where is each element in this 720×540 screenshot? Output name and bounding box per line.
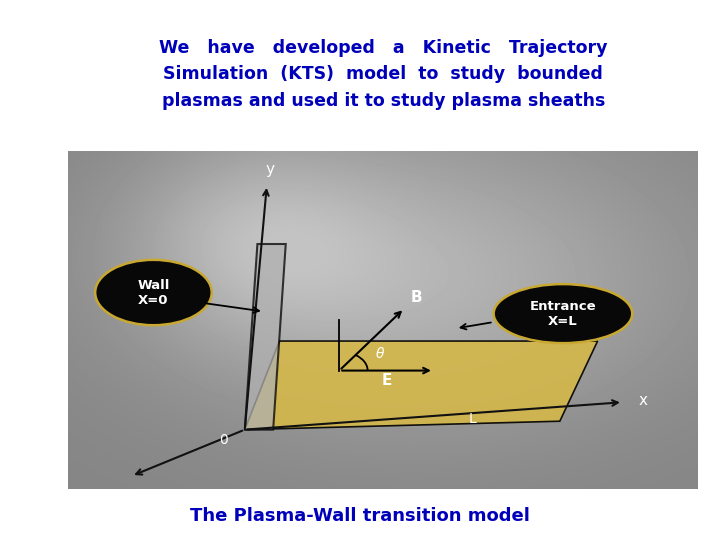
Text: y: y — [266, 163, 274, 178]
Text: 0: 0 — [220, 434, 228, 448]
Ellipse shape — [95, 260, 212, 325]
Polygon shape — [245, 341, 598, 430]
Text: θ: θ — [376, 347, 384, 361]
Text: L: L — [469, 413, 476, 426]
Text: Entrance
X=L: Entrance X=L — [530, 300, 596, 328]
Text: E: E — [382, 373, 392, 388]
Text: Wall
X=0: Wall X=0 — [138, 279, 170, 307]
Text: x: x — [639, 394, 647, 408]
Text: The Plasma-Wall transition model: The Plasma-Wall transition model — [190, 507, 530, 525]
Polygon shape — [245, 244, 286, 430]
Ellipse shape — [494, 284, 632, 343]
Text: B: B — [410, 290, 422, 305]
Text: We   have   developed   a   Kinetic   Trajectory
Simulation  (KTS)  model  to  s: We have developed a Kinetic Trajectory S… — [159, 39, 608, 110]
